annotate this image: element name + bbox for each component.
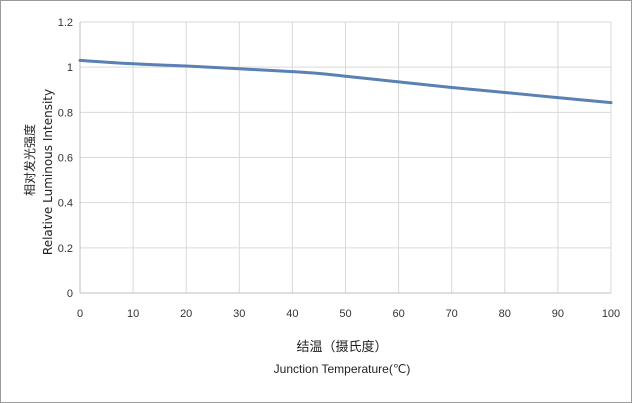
x-tick-label-3: 30 (233, 308, 245, 320)
series-layer (78, 58, 613, 105)
x-axis-label-en: Junction Temperature(℃) (274, 362, 411, 376)
x-tick-label-2: 20 (180, 308, 192, 320)
y-tick-label-1: 0.2 (58, 243, 73, 255)
y-tick-label-4: 0.8 (58, 107, 73, 119)
x-tick-label-6: 60 (392, 308, 404, 320)
x-tick-label-4: 40 (286, 308, 298, 320)
y-axis-label-cn: 相对发光强度 (22, 124, 37, 196)
y-tick-label-6: 1.2 (58, 17, 73, 29)
grid-lines (80, 21, 612, 293)
y-tick-labels: 0 0.2 0.4 0.6 0.8 1 1.2 (58, 17, 73, 300)
y-tick-label-2: 0.4 (58, 198, 73, 210)
x-axis-label-cn: 结温（摄氏度） (296, 339, 387, 355)
y-tick-label-5: 1 (67, 62, 73, 74)
x-tick-label-5: 50 (339, 308, 351, 320)
x-tick-label-1: 10 (127, 308, 139, 320)
axes (79, 22, 611, 294)
x-tick-label-9: 90 (552, 308, 564, 320)
x-tick-label-10: 100 (602, 308, 620, 320)
x-tick-label-0: 0 (77, 308, 83, 320)
x-tick-label-8: 80 (499, 308, 511, 320)
series-line-0 (78, 58, 613, 105)
y-tick-label-3: 0.6 (58, 153, 73, 165)
y-axis-label-en: Relative Luminous Intensity (41, 89, 55, 255)
y-tick-label-0: 0 (67, 288, 73, 300)
x-tick-label-7: 70 (446, 308, 458, 320)
x-tick-labels: 0 10 20 30 40 50 60 70 80 90 100 (77, 308, 620, 320)
